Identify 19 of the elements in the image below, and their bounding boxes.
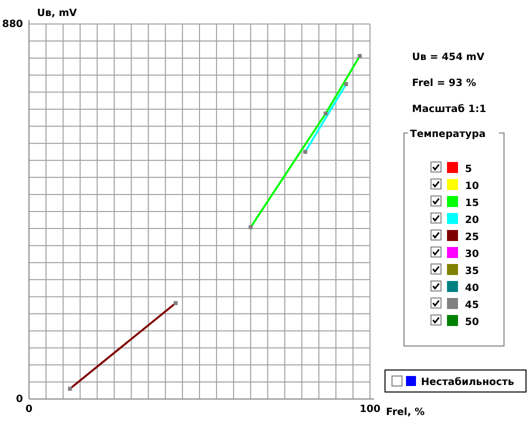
legend-title: Температура bbox=[410, 129, 486, 140]
legend-label: 25 bbox=[465, 232, 479, 243]
legend-label: 40 bbox=[465, 283, 479, 294]
y-axis-title: Uв, mV bbox=[37, 8, 78, 19]
y-tick-label: 880 bbox=[2, 19, 24, 30]
legend-label: 20 bbox=[465, 215, 479, 226]
legend-label: 45 bbox=[465, 300, 479, 311]
legend-label: 5 bbox=[465, 164, 472, 175]
text: Масштаб 1:1 bbox=[412, 104, 486, 115]
x-tick-label: 100 bbox=[360, 404, 380, 416]
legend-label: 50 bbox=[465, 317, 479, 328]
x-axis-title: Frel, % bbox=[386, 407, 425, 418]
legend-label: 10 bbox=[465, 181, 479, 192]
legend-label: 35 bbox=[465, 266, 479, 277]
text: Uв = 454 mV bbox=[412, 52, 485, 63]
legend-label: Нестабильность bbox=[421, 377, 514, 388]
text: Frel = 93 % bbox=[412, 78, 476, 89]
legend-label: 15 bbox=[465, 198, 479, 209]
legend-label: 30 bbox=[465, 249, 479, 260]
